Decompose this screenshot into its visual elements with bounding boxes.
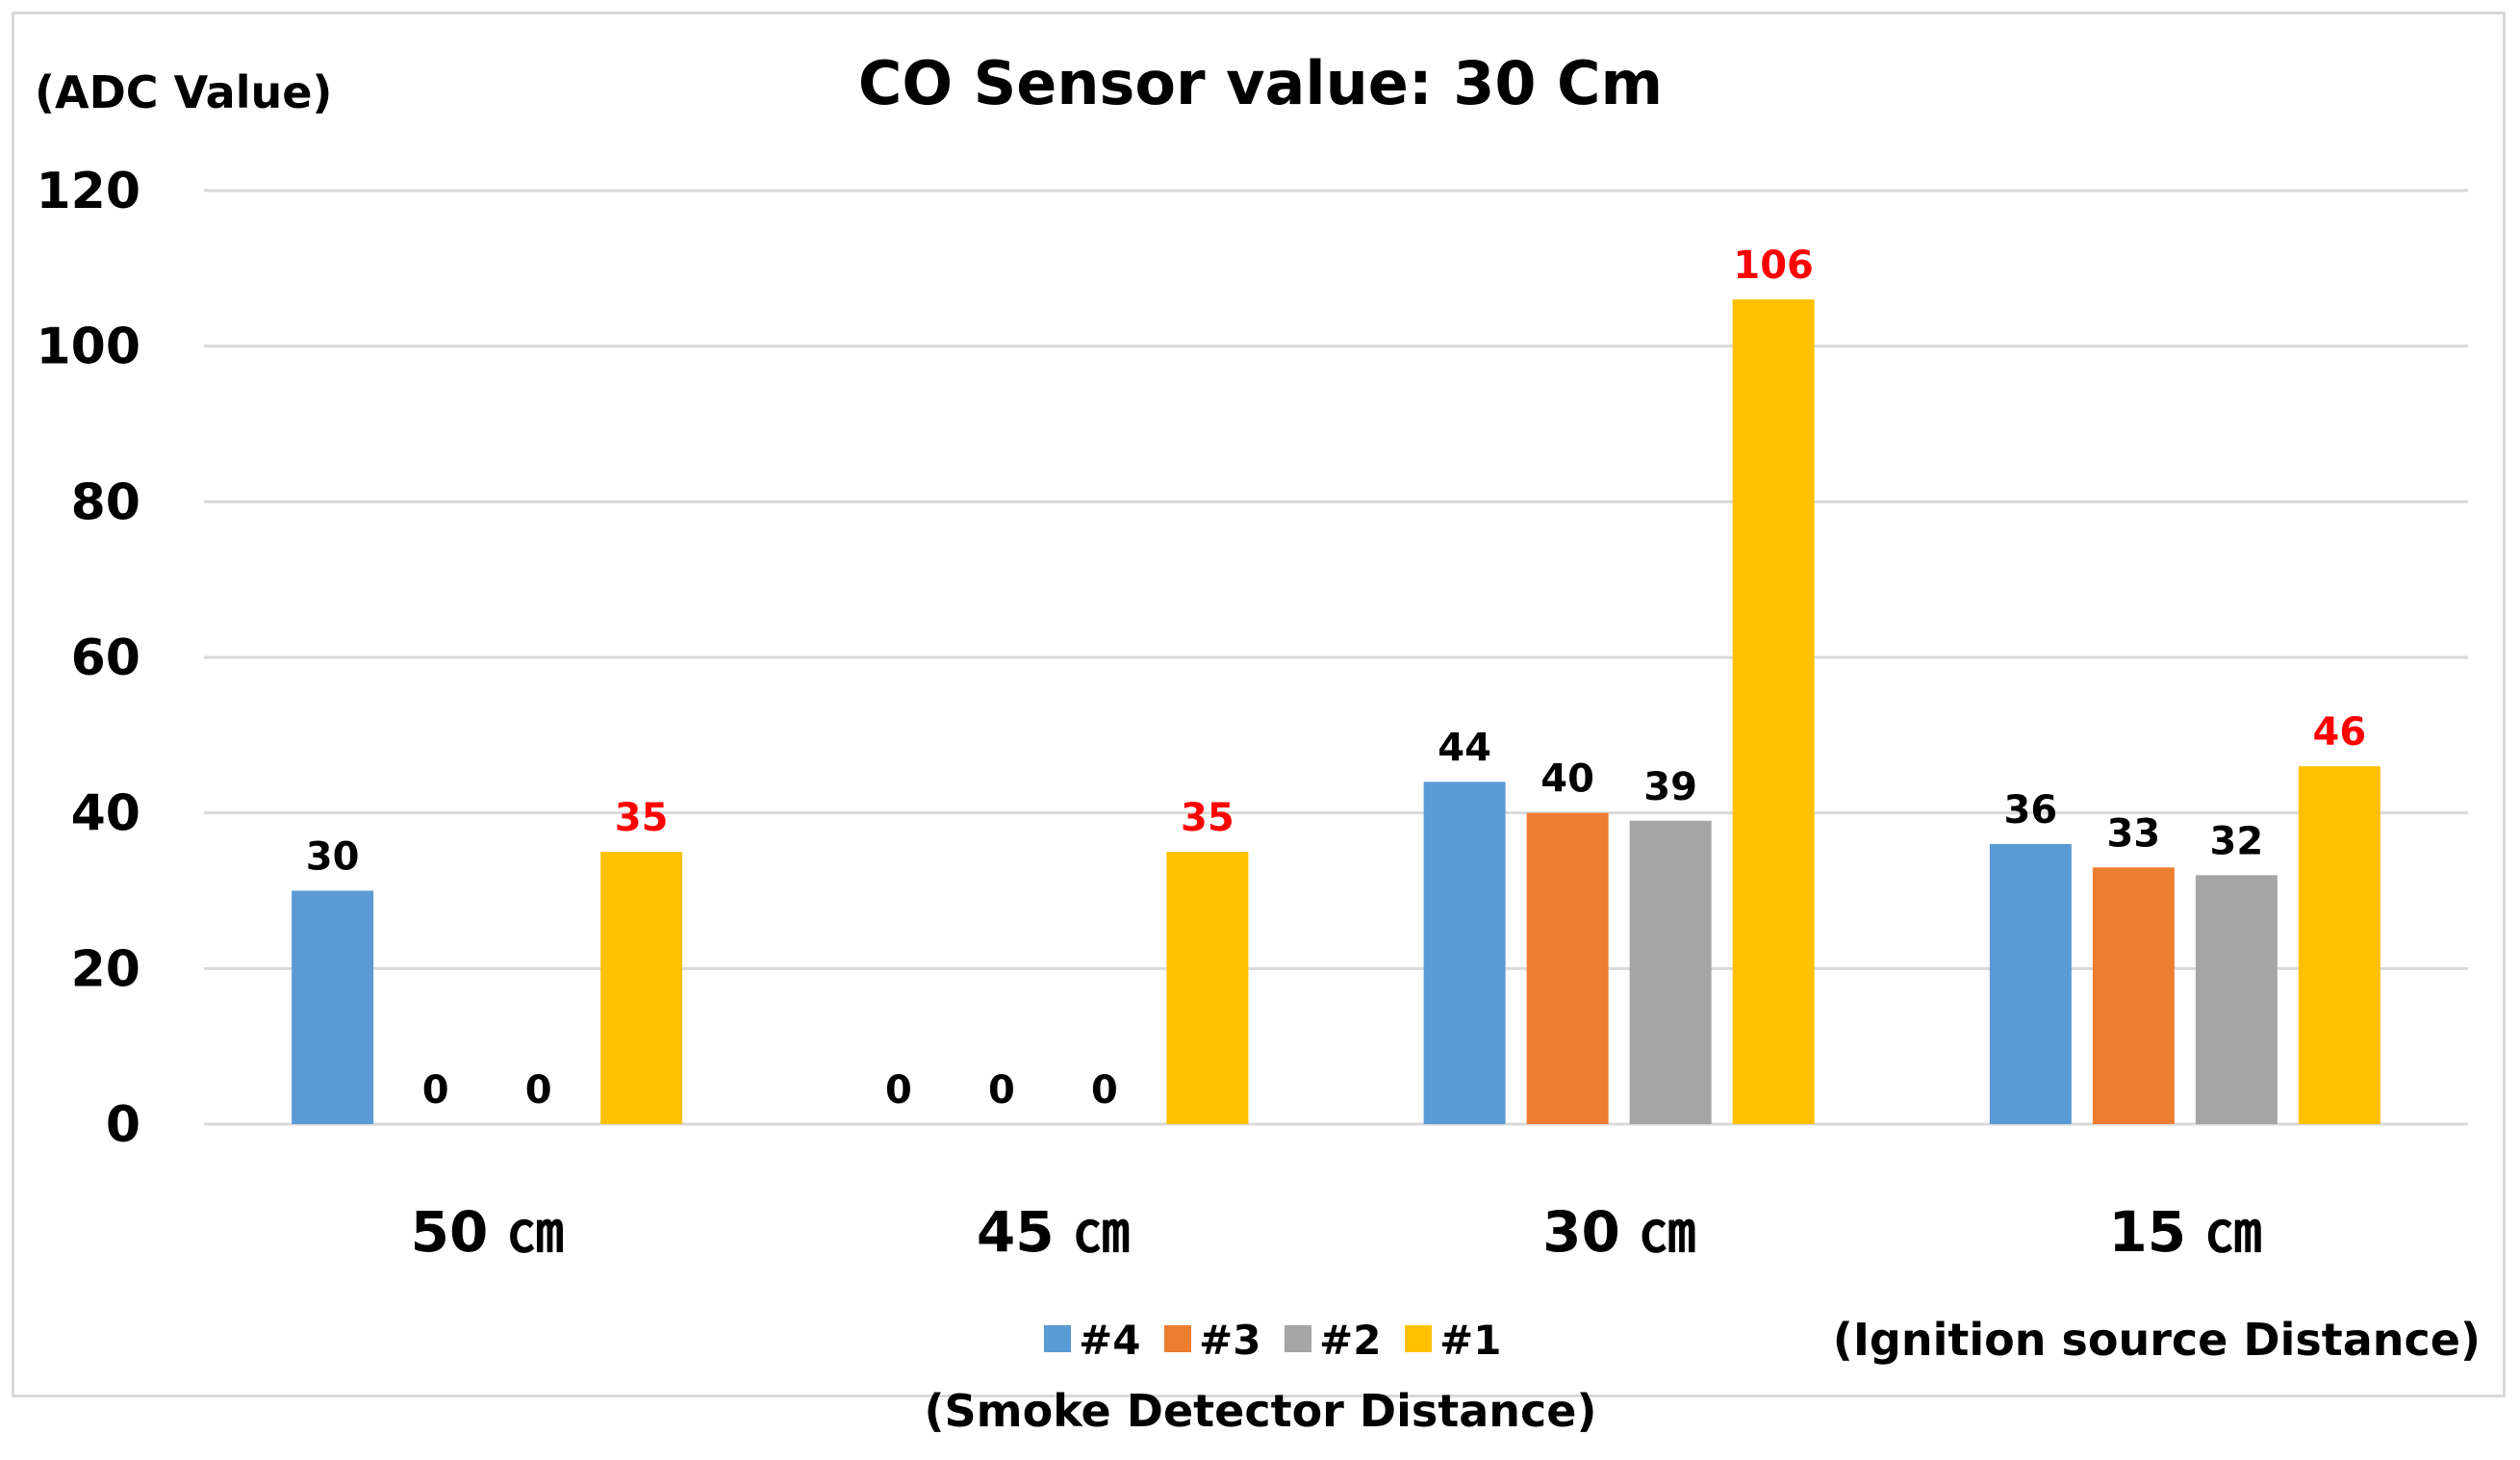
data-label: 40 (1540, 757, 1594, 802)
data-label: 39 (1643, 765, 1697, 809)
x-tick-label: 50 ㎝ (411, 1199, 564, 1265)
y-tick-label: 80 (71, 474, 140, 531)
y-tick-label: 20 (71, 940, 140, 998)
bars (292, 299, 2380, 1125)
data-label: 0 (422, 1068, 449, 1113)
x-tick-label: 15 ㎝ (2108, 1199, 2261, 1265)
y-tick-label: 40 (71, 785, 140, 843)
data-label: 46 (2313, 710, 2367, 755)
data-label: 36 (2004, 788, 2058, 832)
chart-frame (12, 12, 2506, 1397)
y-axis-label: (ADC Value) (35, 66, 332, 118)
bar-sensor-3-3 (1526, 812, 1609, 1124)
data-label: 0 (1091, 1068, 1118, 1113)
y-tick-label: 100 (36, 319, 140, 376)
x-tick-labels: 50 ㎝ 45 ㎝ 30 ㎝ 15 ㎝ (411, 1199, 2262, 1265)
data-label: 35 (615, 796, 669, 840)
bar-sensor-3-4 (2092, 867, 2175, 1124)
bar-sensor-1-1 (600, 852, 683, 1124)
data-label: 0 (525, 1068, 552, 1113)
legend-swatch (1405, 1325, 1432, 1352)
data-label: 106 (1733, 243, 1814, 288)
data-label: 0 (885, 1068, 912, 1113)
x-tick-label: 45 ㎝ (977, 1199, 1130, 1265)
chart-title: CO Sensor value: 30 Cm (858, 48, 1663, 118)
legend: #4 #3 #2 #1 (1044, 1317, 1501, 1364)
legend-label: #1 (1439, 1317, 1501, 1364)
bar-sensor-1-2 (1166, 852, 1249, 1124)
y-tick-label: 120 (36, 163, 140, 220)
bar-sensor-1-4 (2298, 766, 2380, 1124)
bar-sensor-1-3 (1732, 299, 1815, 1125)
bar-sensor-4-4 (1989, 844, 2072, 1124)
data-label: 44 (1438, 726, 1491, 770)
bar-sensor-4-1 (292, 890, 374, 1124)
legend-label: #4 (1079, 1317, 1140, 1364)
legend-swatch (1285, 1325, 1311, 1352)
legend-swatch (1044, 1325, 1071, 1352)
data-label: 35 (1181, 796, 1235, 840)
y-tick-labels: 0 20 40 60 80 100 120 (36, 163, 140, 1154)
x-tick-label: 30 ㎝ (1542, 1199, 1695, 1265)
data-label: 0 (988, 1068, 1015, 1113)
data-labels: 30 0 0 35 0 0 0 35 44 40 39 106 36 33 32 46 (306, 243, 2366, 1113)
legend-label: #3 (1199, 1317, 1260, 1364)
bar-sensor-2-3 (1629, 820, 1712, 1124)
legend-label: #2 (1319, 1317, 1381, 1364)
data-label: 32 (2210, 819, 2264, 863)
bar-sensor-2-4 (2195, 875, 2278, 1124)
y-tick-label: 0 (106, 1096, 140, 1154)
gridlines (204, 189, 2468, 1126)
x-axis-label: (Ignition source Distance) (1833, 1314, 2481, 1366)
y-tick-label: 60 (71, 629, 140, 687)
legend-title: (Smoke Detector Distance) (925, 1385, 1597, 1437)
bar-sensor-4-3 (1423, 781, 1506, 1124)
data-label: 33 (2107, 811, 2161, 856)
data-label: 30 (306, 835, 360, 880)
legend-swatch (1164, 1325, 1191, 1352)
